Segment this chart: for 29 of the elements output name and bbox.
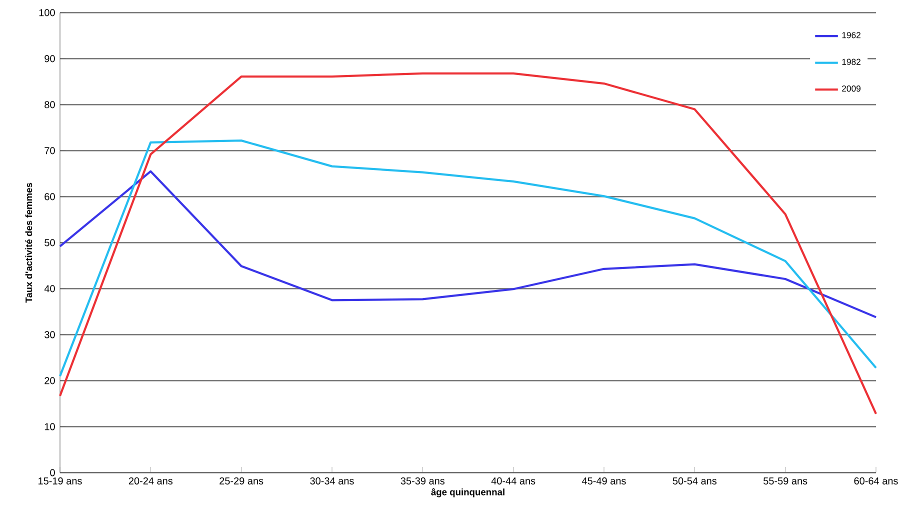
x-tick-label: 55-59 ans <box>763 477 808 484</box>
x-tick-label: 25-29 ans <box>220 477 264 484</box>
legend-label: 1962 <box>842 32 860 38</box>
y-tick-label: 10 <box>44 423 55 430</box>
y-tick-label: 60 <box>44 193 55 200</box>
x-tick-label: 45-49 ans <box>582 477 626 484</box>
x-tick-label: 15-19 ans <box>38 477 82 484</box>
y-tick-label: 80 <box>44 101 55 108</box>
x-axis-title: âge quinquennal <box>431 488 504 498</box>
legend-label: 2009 <box>842 86 860 92</box>
y-tick-label: 40 <box>44 285 55 292</box>
y-tick-label: 50 <box>44 239 55 246</box>
line-series <box>58 139 878 378</box>
x-tick-label: 35-39 ans <box>400 477 445 484</box>
line-series <box>58 170 878 318</box>
x-tick-label: 20-24 ans <box>128 477 173 484</box>
y-tick-label: 90 <box>44 55 55 62</box>
y-tick-label: 70 <box>44 147 55 154</box>
x-tick-label: 40-44 ans <box>491 477 536 484</box>
y-tick-label: 20 <box>44 377 55 384</box>
x-tick-label: 30-34 ans <box>310 477 354 484</box>
y-axis-title: Taux d'activité des femmes <box>25 182 32 303</box>
y-tick-label: 0 <box>50 469 55 476</box>
line-series <box>58 72 878 415</box>
legend-label: 1982 <box>842 58 860 65</box>
y-tick-label: 100 <box>39 9 55 16</box>
y-tick-label: 30 <box>44 331 55 338</box>
x-tick-label: 50-54 ans <box>672 477 717 484</box>
x-tick-label: 60-64 ans <box>854 477 898 484</box>
